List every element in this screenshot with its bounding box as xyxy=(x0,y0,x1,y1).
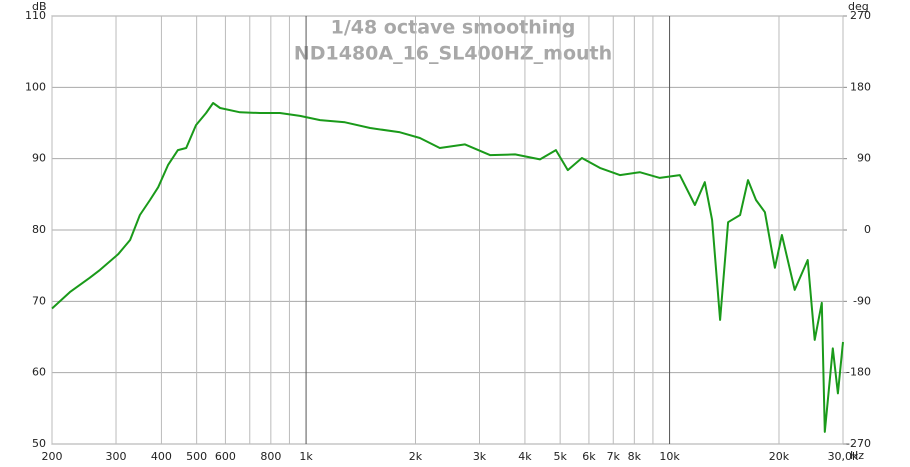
y2-tick-label: -90 xyxy=(853,294,871,307)
y2-tick-label: 180 xyxy=(850,80,871,93)
y-tick-label: 60 xyxy=(32,366,46,379)
x-tick-label: 10k xyxy=(659,450,680,463)
y2-tick-label: -180 xyxy=(846,366,871,379)
x-tick-label: 1k xyxy=(299,450,313,463)
y2-tick-label: 270 xyxy=(850,9,871,22)
x-tick-label: 800 xyxy=(260,450,281,463)
chart-subtitle: ND1480A_16_SL400HZ_mouth xyxy=(294,43,612,65)
x-tick-label: 6k xyxy=(582,450,596,463)
x-tick-label: 2k xyxy=(409,450,423,463)
y2-tick-label: 0 xyxy=(864,223,871,236)
x-tick-label: 8k xyxy=(628,450,642,463)
y2-unit: deg xyxy=(848,0,869,13)
y-tick-label: 70 xyxy=(32,294,46,307)
y-tick-label: 50 xyxy=(32,437,46,450)
y2-tick-label: 90 xyxy=(857,152,871,165)
y-tick-label: 100 xyxy=(25,80,46,93)
x-tick-label: 400 xyxy=(151,450,172,463)
chart-title: 1/48 octave smoothing xyxy=(331,17,576,39)
y-tick-label: 90 xyxy=(32,152,46,165)
x-tick-label: 30,0k xyxy=(828,450,859,463)
x-tick-label: 4k xyxy=(518,450,532,463)
y2-tick-label: -270 xyxy=(846,437,871,450)
y-tick-label: 80 xyxy=(32,223,46,236)
x-tick-label: 3k xyxy=(473,450,487,463)
x-tick-label: 500 xyxy=(186,450,207,463)
y-tick-label: 110 xyxy=(25,9,46,22)
y-unit: dB xyxy=(32,0,47,13)
x-tick-label: 5k xyxy=(553,450,567,463)
x-tick-label: 600 xyxy=(215,450,236,463)
response-line xyxy=(51,102,844,433)
x-unit: Hz xyxy=(850,449,864,462)
x-tick-label: 200 xyxy=(42,450,63,463)
x-tick-label: 20k xyxy=(769,450,790,463)
x-tick-label: 7k xyxy=(607,450,621,463)
x-tick-label: 300 xyxy=(106,450,127,463)
